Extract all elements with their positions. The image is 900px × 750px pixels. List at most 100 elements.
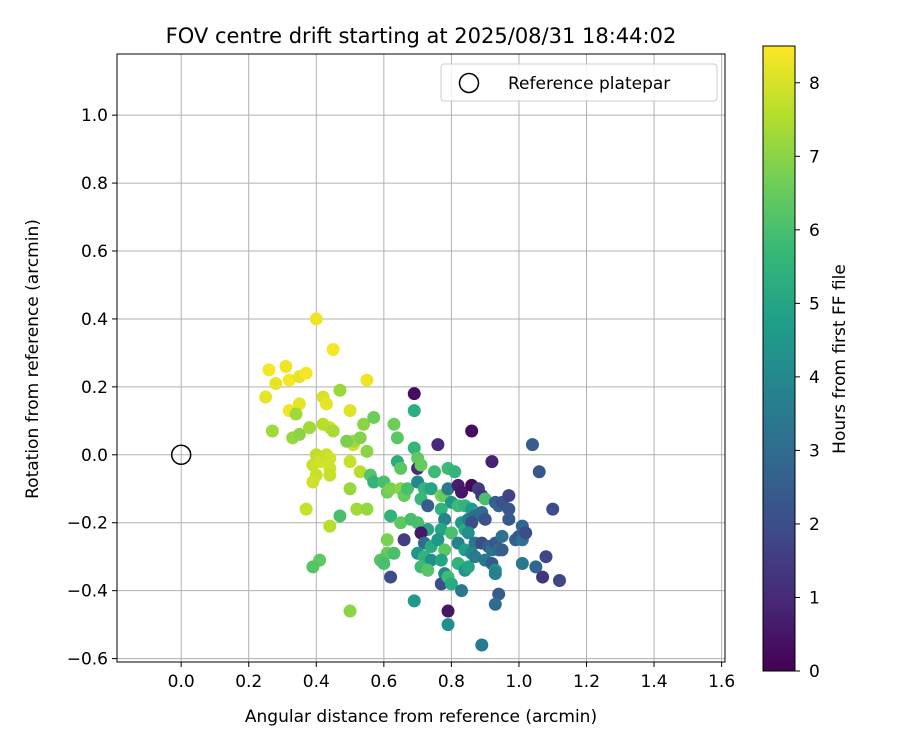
scatter-point — [340, 434, 354, 448]
y-tick-label: −0.6 — [67, 650, 108, 670]
scatter-point — [289, 407, 303, 421]
x-tick-label: 0.0 — [168, 672, 195, 692]
scatter-point — [353, 465, 367, 479]
scatter-point — [387, 546, 401, 560]
legend-box — [440, 63, 718, 102]
plot-frame — [116, 53, 726, 663]
scatter-point — [495, 529, 509, 543]
scatter-point — [414, 458, 428, 472]
colorbar-tick-label: 2 — [809, 515, 820, 535]
scatter-point — [269, 376, 283, 390]
x-tick-label: 0.4 — [303, 672, 330, 692]
scatter-point — [303, 421, 317, 435]
x-tick-label: 1.0 — [505, 672, 532, 692]
scatter-point — [414, 526, 428, 540]
scatter-point — [441, 604, 455, 618]
x-axis-ticks: 0.0 0.2 0.4 0.6 0.8 1.0 1.2 1.4 1.6 — [168, 662, 735, 692]
scatter-point — [438, 512, 452, 526]
scatter-point — [515, 556, 529, 570]
scatter-point — [444, 526, 458, 540]
scatter-point — [529, 560, 543, 574]
scatter-point — [265, 424, 279, 438]
scatter-point — [360, 444, 374, 458]
scatter-point — [421, 563, 435, 577]
y-axis-label: Rotation from reference (arcmin) — [23, 219, 43, 499]
colorbar-tick-label: 0 — [809, 662, 820, 682]
scatter-point — [367, 475, 381, 489]
scatter-point — [438, 543, 452, 557]
scatter-point — [367, 410, 381, 424]
y-tick-label: 0.6 — [81, 242, 108, 262]
scatter-point — [455, 584, 469, 598]
y-tick-label: 1.0 — [81, 106, 108, 126]
scatter-point — [546, 502, 560, 516]
scatter-point — [316, 417, 330, 431]
scatter-point — [299, 502, 313, 516]
scatter-point — [407, 594, 421, 608]
scatter-point — [299, 366, 313, 380]
x-tick-label: 0.8 — [438, 672, 465, 692]
scatter-point — [343, 604, 357, 618]
scatter-point — [485, 455, 499, 469]
x-tick-label: 1.2 — [573, 672, 600, 692]
scatter-point — [431, 438, 445, 452]
y-tick-label: 0.4 — [81, 310, 108, 330]
scatter-point — [400, 482, 414, 496]
scatter-point — [461, 526, 475, 540]
scatter-point — [343, 404, 357, 418]
x-tick-label: 1.4 — [641, 672, 668, 692]
scatter-point — [323, 519, 337, 533]
scatter-point — [292, 397, 306, 411]
scatter-point — [441, 618, 455, 632]
y-tick-label: 0.0 — [81, 446, 108, 466]
scatter-point — [397, 533, 411, 547]
scatter-point — [539, 550, 553, 564]
scatter-point — [468, 550, 482, 564]
scatter-point — [343, 455, 357, 469]
scatter-point — [407, 387, 421, 401]
scatter-point — [424, 482, 438, 496]
legend-label: Reference platepar — [508, 74, 670, 94]
scatter-point — [353, 431, 367, 445]
scatter-point — [333, 509, 347, 523]
scatter-point — [377, 556, 391, 570]
scatter-point — [444, 577, 458, 591]
scatter-point — [495, 543, 509, 557]
colorbar-tick-label: 5 — [809, 294, 820, 314]
scatter-point — [455, 485, 469, 499]
scatter-point — [502, 489, 516, 503]
scatter-point — [319, 397, 333, 411]
colorbar-ticks: 0 1 2 3 4 5 6 7 8 — [795, 74, 820, 682]
scatter-point — [478, 512, 492, 526]
scatter-point — [431, 533, 445, 547]
legend-marker-icon — [458, 72, 480, 94]
colorbar-gradient — [763, 46, 795, 671]
y-tick-label: −0.2 — [67, 514, 108, 534]
scatter-point — [424, 553, 438, 567]
scatter-point — [465, 516, 479, 530]
scatter-point — [292, 427, 306, 441]
colorbar-tick-label: 6 — [809, 221, 820, 241]
scatter-point — [488, 567, 502, 581]
colorbar-label: Hours from first FF file — [830, 264, 850, 454]
scatter-point — [407, 441, 421, 455]
scatter-point — [441, 482, 455, 496]
colorbar-tick-label: 1 — [809, 588, 820, 608]
scatter-point — [461, 560, 475, 574]
scatter-point — [259, 390, 273, 404]
x-axis-label: Angular distance from reference (arcmin) — [245, 707, 597, 727]
colorbar-tick-label: 4 — [809, 368, 820, 388]
scatter-point — [333, 383, 347, 397]
scatter-point — [421, 499, 435, 513]
scatter-point — [407, 404, 421, 418]
colorbar-tick-label: 3 — [809, 441, 820, 461]
scatter-point — [279, 359, 293, 373]
scatter-point — [384, 509, 398, 523]
scatter-point — [306, 560, 320, 574]
scatter-point — [434, 553, 448, 567]
scatter-point — [488, 597, 502, 611]
scatter-point — [323, 451, 337, 465]
scatter-point — [428, 465, 442, 479]
scatter-point — [525, 438, 539, 452]
